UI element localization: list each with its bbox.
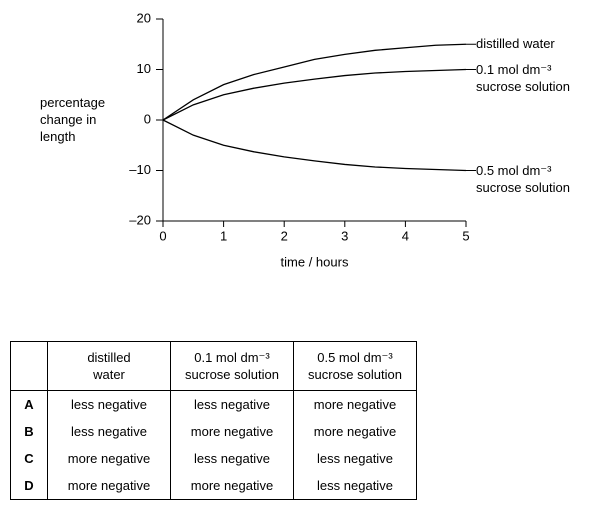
y-tick-label: 0 <box>144 111 151 126</box>
table-cell: less negative <box>47 418 171 445</box>
header-cell: 0.5 mol dm⁻³ sucrose solution <box>293 341 417 391</box>
header-text: distilled water <box>87 350 131 382</box>
x-tick-label: 5 <box>462 228 469 243</box>
series-label: 0.5 mol dm⁻³ sucrose solution <box>476 162 570 195</box>
row-letter: D <box>10 472 48 500</box>
table-cell: less negative <box>170 390 294 418</box>
table-cell: less negative <box>47 390 171 418</box>
y-tick-label: 20 <box>137 10 151 25</box>
table-cell: more negative <box>293 390 417 418</box>
row-letter: B <box>10 418 48 445</box>
y-tick-label: 10 <box>137 61 151 76</box>
table-cell: more negative <box>170 418 294 445</box>
header-row: distilled water 0.1 mol dm⁻³ sucrose sol… <box>10 341 417 391</box>
header-cell: distilled water <box>47 341 171 391</box>
table-cell: more negative <box>293 418 417 445</box>
series-label: distilled water <box>476 36 555 52</box>
x-tick-label: 1 <box>220 228 227 243</box>
table-cell: more negative <box>47 445 171 472</box>
header-cell: 0.1 mol dm⁻³ sucrose solution <box>170 341 294 391</box>
x-tick-label: 4 <box>402 228 409 243</box>
row-letter: A <box>10 390 48 418</box>
table-cell: less negative <box>170 445 294 472</box>
x-tick-label: 2 <box>281 228 288 243</box>
table-cell: more negative <box>170 472 294 500</box>
table-cell: more negative <box>47 472 171 500</box>
table-cell: less negative <box>293 472 417 500</box>
chart: –20 –10 0 10 20 0 1 2 3 4 5 time / hours <box>129 10 476 269</box>
x-axis-label: time / hours <box>281 254 349 269</box>
answer-table: distilled water 0.1 mol dm⁻³ sucrose sol… <box>10 341 417 500</box>
row-letter: C <box>10 445 48 472</box>
x-tick-label: 3 <box>341 228 348 243</box>
series-line <box>162 43 467 121</box>
y-tick-label: –20 <box>129 212 151 227</box>
y-tick-label: –10 <box>129 162 151 177</box>
table-cell: less negative <box>293 445 417 472</box>
x-tick-label: 0 <box>159 228 166 243</box>
y-axis-label: percentage change in length <box>40 95 106 144</box>
series-label: 0.1 mol dm⁻³ sucrose solution <box>476 61 570 94</box>
series-line <box>162 119 467 172</box>
header-cell <box>10 341 48 391</box>
series-line <box>162 68 467 121</box>
